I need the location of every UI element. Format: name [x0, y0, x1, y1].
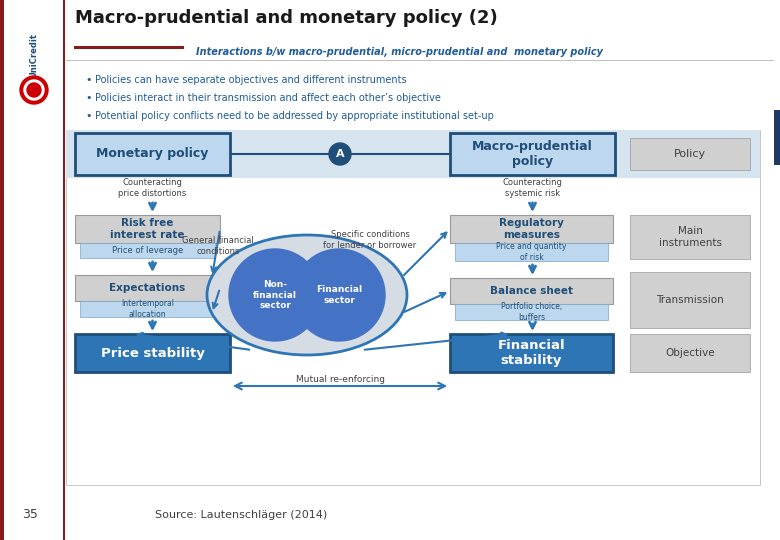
- Text: Transmission: Transmission: [656, 295, 724, 305]
- Text: Non-
financial
sector: Non- financial sector: [253, 280, 297, 310]
- Bar: [66, 130, 760, 485]
- Text: Objective: Objective: [665, 348, 714, 358]
- Text: Counteracting
systemic risk: Counteracting systemic risk: [502, 178, 562, 198]
- Text: Balance sheet: Balance sheet: [490, 286, 573, 296]
- Bar: [63, 0, 65, 540]
- Text: Portfolio choice,
buffers: Portfolio choice, buffers: [501, 302, 562, 322]
- Circle shape: [229, 249, 321, 341]
- Text: Intertemporal
allocation: Intertemporal allocation: [121, 299, 174, 319]
- Ellipse shape: [207, 235, 407, 355]
- Text: Regulatory
measures: Regulatory measures: [499, 218, 564, 240]
- Text: Macro-prudential and monetary policy (2): Macro-prudential and monetary policy (2): [75, 9, 498, 27]
- Bar: [450, 278, 613, 304]
- Bar: [630, 272, 750, 328]
- Bar: [75, 215, 220, 243]
- Text: Policies interact in their transmission and affect each other’s objective: Policies interact in their transmission …: [95, 93, 441, 103]
- Text: UniCredit: UniCredit: [30, 32, 38, 78]
- Text: Risk free
interest rate: Risk free interest rate: [110, 218, 185, 240]
- Bar: [450, 215, 613, 243]
- Text: Potential policy conflicts need to be addressed by appropriate institutional set: Potential policy conflicts need to be ad…: [95, 111, 494, 121]
- Bar: [455, 304, 608, 320]
- Text: Counteracting
price distortions: Counteracting price distortions: [119, 178, 186, 198]
- Bar: [80, 301, 215, 317]
- Text: Mutual re-enforcing: Mutual re-enforcing: [296, 375, 385, 383]
- Circle shape: [24, 80, 44, 100]
- Bar: [630, 334, 750, 372]
- Bar: [630, 138, 750, 170]
- Circle shape: [27, 83, 41, 97]
- Text: Interactions b/w macro-prudential, micro-prudential and  monetary policy: Interactions b/w macro-prudential, micro…: [197, 47, 604, 57]
- Text: Price stability: Price stability: [101, 347, 204, 360]
- Text: •: •: [85, 93, 91, 103]
- Text: Specific conditions
for lender or borrower: Specific conditions for lender or borrow…: [324, 230, 417, 249]
- Text: Macro-prudential
policy: Macro-prudential policy: [472, 140, 593, 168]
- Bar: [75, 133, 230, 175]
- Bar: [80, 243, 215, 258]
- Bar: [75, 334, 230, 372]
- Bar: [774, 110, 780, 165]
- Text: Financial
sector: Financial sector: [316, 285, 362, 305]
- Circle shape: [329, 143, 351, 165]
- Text: A: A: [335, 149, 344, 159]
- Bar: [75, 275, 220, 301]
- Text: •: •: [85, 111, 91, 121]
- Text: Main
instruments: Main instruments: [658, 226, 722, 248]
- Circle shape: [293, 249, 385, 341]
- Text: Policy: Policy: [674, 149, 706, 159]
- Text: Financial
stability: Financial stability: [498, 339, 566, 367]
- Bar: [4, 0, 64, 540]
- Bar: [0, 0, 4, 540]
- Bar: [66, 130, 760, 178]
- Text: •: •: [85, 75, 91, 85]
- Text: Policies can have separate objectives and different instruments: Policies can have separate objectives an…: [95, 75, 406, 85]
- Bar: [630, 215, 750, 259]
- Text: General financial
conditions: General financial conditions: [182, 237, 254, 256]
- Bar: [455, 243, 608, 261]
- Text: Monetary policy: Monetary policy: [96, 147, 209, 160]
- Text: 35: 35: [22, 509, 38, 522]
- Text: Price of leverage: Price of leverage: [112, 246, 183, 255]
- Bar: [450, 133, 615, 175]
- Bar: [74, 46, 184, 49]
- Circle shape: [20, 76, 48, 104]
- Bar: [450, 334, 613, 372]
- Text: Expectations: Expectations: [109, 283, 186, 293]
- Text: Price and quantity
of risk: Price and quantity of risk: [496, 242, 567, 262]
- Bar: [66, 60, 774, 61]
- Text: Source: Lautenschläger (2014): Source: Lautenschläger (2014): [155, 510, 328, 520]
